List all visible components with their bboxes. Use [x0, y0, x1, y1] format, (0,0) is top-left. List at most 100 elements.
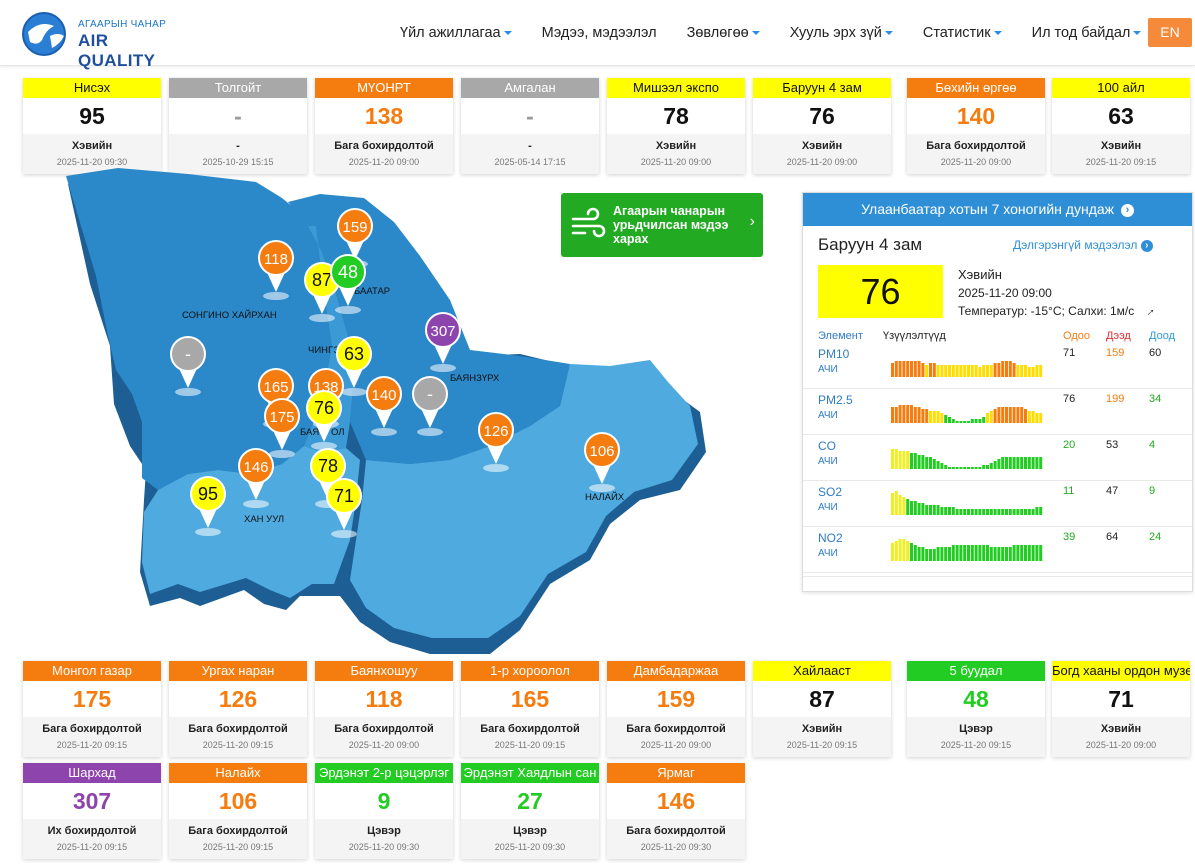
- sparkline-bar: [932, 363, 936, 377]
- station-footer: Бага бохирдолтой 2025-11-20 09:15: [461, 717, 599, 757]
- station-name: Баянхошуу: [315, 661, 453, 681]
- sparkline-bar: [944, 365, 948, 377]
- sparkline-bar: [932, 411, 936, 423]
- station-status: Бага бохирдолтой: [188, 825, 288, 837]
- station-time: 2025-11-20 09:00: [640, 157, 712, 167]
- pollutant-row[interactable]: CO АЧИ 20 53 4: [803, 435, 1194, 481]
- sparkline-bar: [1012, 363, 1016, 377]
- pollutant-row[interactable]: PM2.5 АЧИ 76 199 34: [803, 389, 1194, 435]
- marker-value: 87: [312, 270, 332, 290]
- panel-header[interactable]: Улаанбаатар хотын 7 хоногийн дундаж ›: [803, 193, 1192, 226]
- sparkline-bar: [982, 417, 986, 423]
- column-element: Элемент: [818, 330, 863, 342]
- marker-value: 140: [371, 387, 396, 404]
- sparkline-bar: [989, 509, 993, 515]
- sparkline-bar: [1001, 509, 1005, 515]
- nav-item-2[interactable]: Зөвлөгөө: [687, 25, 760, 41]
- pollutant-min-value: 34: [1149, 393, 1162, 405]
- sparkline-bar: [1016, 545, 1020, 561]
- station-name: Баруун 4 зам: [753, 78, 891, 98]
- map-marker[interactable]: -: [170, 336, 206, 396]
- sparkline-bar: [1012, 407, 1016, 423]
- map-marker[interactable]: 146: [238, 448, 274, 508]
- station-card[interactable]: Богд хааны ордон музей 71 Хэвийн 2025-11-20…: [1052, 661, 1190, 757]
- sparkline-bar: [1024, 545, 1027, 561]
- station-card[interactable]: Монгол газар 175 Бага бохирдолтой 2025-11-2…: [23, 661, 161, 757]
- sparkline-bar: [989, 463, 993, 469]
- map-marker[interactable]: 140: [366, 376, 402, 436]
- sparkline-bar: [1035, 507, 1039, 515]
- district-nalaikh[interactable]: [350, 360, 698, 638]
- sparkline-bar: [970, 509, 974, 515]
- station-card[interactable]: Бөхийн өргөө 140 Бага бохирдолтой 2025-11-2…: [907, 78, 1045, 174]
- nav-item-4[interactable]: Статистик: [923, 25, 1002, 41]
- station-card[interactable]: 5 буудал 48 Цэвэр 2025-11-20 09:15: [907, 661, 1045, 757]
- panel-scrollbar[interactable]: [803, 576, 1194, 591]
- sparkline-bar: [925, 505, 929, 515]
- nav-item-1[interactable]: Мэдээ, мэдээлэл: [542, 25, 657, 41]
- district-sukhbaatar[interactable]: [304, 226, 354, 452]
- forecast-banner-button[interactable]: Агаарын чанарын урьдчилсан мэдээ харах ›: [561, 193, 763, 257]
- sparkline-bar: [906, 451, 910, 469]
- station-card[interactable]: Эрдэнэт 2-р цэцэрлэг 9 Цэвэр 2025-11-20 09:…: [315, 763, 453, 859]
- station-footer: Цэвэр 2025-11-20 09:15: [907, 717, 1045, 757]
- map-marker[interactable]: 48: [330, 254, 366, 314]
- station-card[interactable]: Баянхошуу 118 Бага бохирдолтой 2025-11-20 0…: [315, 661, 453, 757]
- site-logo[interactable]: АГААРЫН ЧАНАР AIR QUALITY: [20, 10, 190, 70]
- station-card[interactable]: Дамбадаржаа 159 Бага бохирдолтой 2025-11-20…: [607, 661, 745, 757]
- marker-value: 307: [430, 323, 455, 340]
- station-card[interactable]: Ургах наран 126 Бага бохирдолтой 2025-11-20…: [169, 661, 307, 757]
- map-marker[interactable]: 95: [190, 476, 226, 536]
- pollutant-row[interactable]: PM10 АЧИ 71 159 60: [803, 343, 1194, 389]
- marker-value: 95: [198, 484, 218, 504]
- sparkline-bar: [894, 449, 898, 469]
- map-marker[interactable]: 76: [306, 390, 342, 450]
- map-marker[interactable]: 118: [258, 240, 294, 300]
- station-card[interactable]: 1-р хороолол 165 Бага бохирдолтой 2025-11-2…: [461, 661, 599, 757]
- sparkline-bar: [910, 453, 913, 469]
- sparkline-bar: [921, 547, 925, 561]
- marker-shadow: [195, 528, 221, 536]
- map-marker[interactable]: 106: [584, 432, 620, 492]
- station-card[interactable]: МҮОНРТ 138 Бага бохирдолтой 2025-11-20 09:0…: [315, 78, 453, 174]
- station-card[interactable]: Эрдэнэт Хаядлын сан 27 Цэвэр 2025-11-20 09:…: [461, 763, 599, 859]
- language-button[interactable]: EN: [1148, 18, 1192, 47]
- pollutant-row[interactable]: NO2 АЧИ 39 64 24: [803, 527, 1194, 573]
- sparkline-bar: [906, 499, 910, 515]
- nav-item-0[interactable]: Үйл ажиллагаа: [400, 25, 512, 41]
- sparkline-bar: [997, 407, 1001, 423]
- panel-station-name: Баруун 4 зам: [818, 235, 923, 254]
- map-marker[interactable]: -: [412, 376, 448, 436]
- marker-circle: [258, 240, 294, 276]
- sparkline-bar: [944, 507, 948, 515]
- station-card[interactable]: Ярмаг 146 Бага бохирдолтой 2025-11-20 09:30: [607, 763, 745, 859]
- map-marker[interactable]: 71: [326, 478, 362, 538]
- station-card[interactable]: Шархад 307 Их бохирдолтой 2025-11-20 09:15: [23, 763, 161, 859]
- station-card[interactable]: Мишээл экспо 78 Хэвийн 2025-11-20 09:00: [607, 78, 745, 174]
- map-marker[interactable]: 175: [264, 398, 300, 458]
- station-card[interactable]: Толгойт - - 2025-10-29 15:15: [169, 78, 307, 174]
- station-card[interactable]: Амгалан - - 2025-05-14 17:15: [461, 78, 599, 174]
- sparkline-bar: [955, 421, 959, 423]
- map-marker[interactable]: 63: [336, 336, 372, 396]
- pollutant-min-value: 9: [1149, 485, 1156, 497]
- station-card[interactable]: Нисэх 95 Хэвийн 2025-11-20 09:30: [23, 78, 161, 174]
- map-marker[interactable]: 126: [478, 412, 514, 472]
- station-name: МҮОНРТ: [315, 78, 453, 98]
- city-map[interactable]: СОНГИНО ХАЙРХАН БААТАР ЧИНГЭ БАЯНЗҮРХ БА…: [50, 160, 740, 660]
- nav-item-5[interactable]: Ил тод байдал: [1032, 25, 1142, 41]
- station-card[interactable]: Налайх 106 Бага бохирдолтой 2025-11-20 09:1…: [169, 763, 307, 859]
- station-status: Бага бохирдолтой: [626, 723, 726, 735]
- station-card[interactable]: 100 айл 63 Хэвийн 2025-11-20 09:15: [1052, 78, 1190, 174]
- station-card[interactable]: Хайлааст 87 Хэвийн 2025-11-20 09:15: [753, 661, 891, 757]
- pollutant-row[interactable]: SO2 АЧИ 11 47 9: [803, 481, 1194, 527]
- nav-item-3[interactable]: Хууль эрх зүй: [790, 25, 893, 41]
- sparkline-bar: [1031, 457, 1035, 469]
- pollutant-now-value: 11: [1063, 485, 1075, 497]
- station-card[interactable]: Баруун 4 зам 76 Хэвийн 2025-11-20 09:00: [753, 78, 891, 174]
- station-status: Хэвийн: [801, 140, 843, 152]
- chevron-right-icon: ›: [749, 213, 755, 230]
- map-marker[interactable]: 307: [425, 312, 461, 372]
- details-link[interactable]: Дэлгэрэнгүй мэдээлэл ›: [1013, 238, 1153, 252]
- marker-shadow: [371, 428, 397, 436]
